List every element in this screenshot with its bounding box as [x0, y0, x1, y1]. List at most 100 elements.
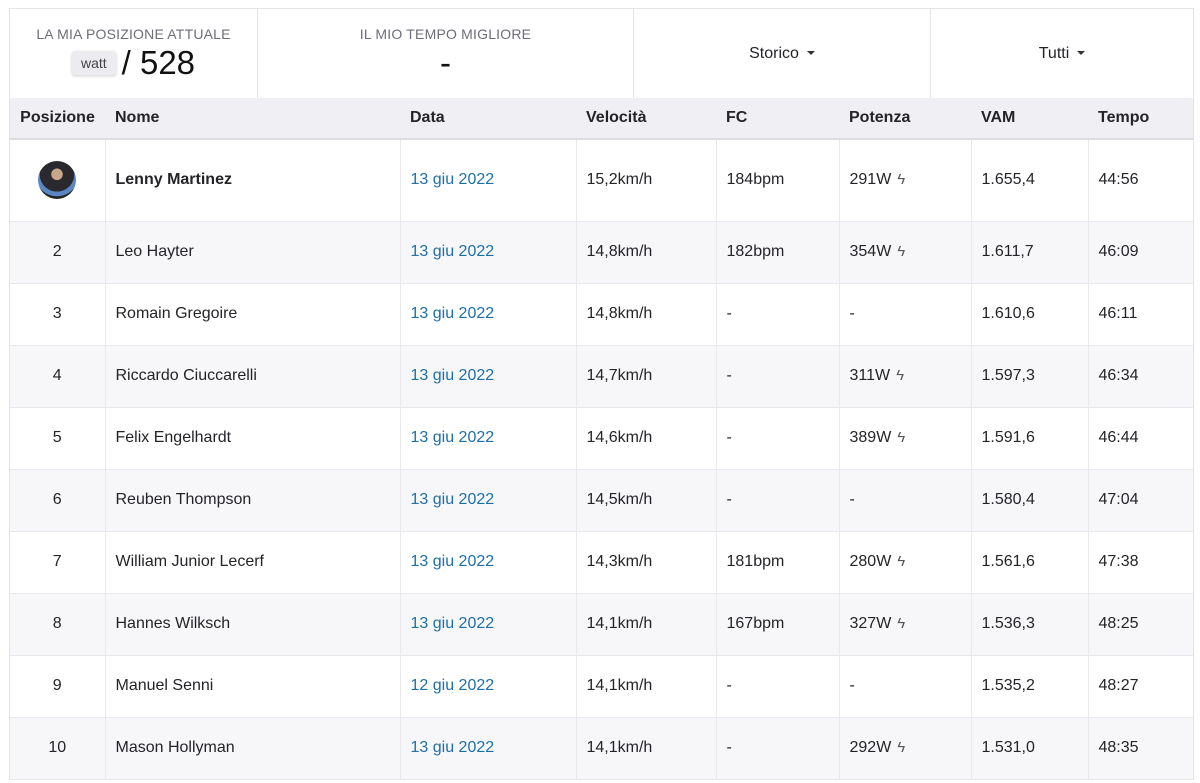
speed-text: 15,2km/h [586, 171, 653, 189]
group-dropdown[interactable]: Tutti [1039, 45, 1086, 63]
best-time: IL MIO TEMPO MIGLIORE - [258, 9, 634, 98]
table-row[interactable]: 8 Hannes Wilksch 13 giu 2022 14,1km/h 167bpm… [10, 593, 1193, 656]
column-header-power[interactable]: Potenza [839, 98, 971, 140]
table-row[interactable]: Lenny Martinez 13 giu 2022 15,2km/h 184bpm 2… [10, 139, 1193, 222]
pos-text: 8 [52, 615, 62, 632]
date-text[interactable]: 13 giu 2022 [410, 429, 495, 446]
cell-hr: 167bpm [715, 593, 839, 656]
date-text[interactable]: 13 giu 2022 [410, 739, 495, 756]
table-row[interactable]: 6 Reuben Thompson 13 giu 2022 14,5km/h - - 1.5… [10, 469, 1193, 532]
cell-name[interactable]: William Junior Lecerf [104, 531, 400, 594]
date-text[interactable]: 13 giu 2022 [410, 305, 495, 322]
power-text: 354W [849, 243, 892, 260]
pos-text: 3 [52, 305, 62, 322]
cell-date[interactable]: 13 giu 2022 [399, 139, 576, 222]
date-text[interactable]: 13 giu 2022 [410, 243, 495, 260]
cell-date[interactable]: 13 giu 2022 [399, 407, 576, 470]
cell-name[interactable]: Manuel Senni [104, 655, 400, 718]
vam-text: 1.597,3 [981, 367, 1035, 384]
cell-power: 291W ϟ [838, 139, 971, 222]
table-row[interactable]: 3 Romain Gregoire 13 giu 2022 14,8km/h - - 1.6… [10, 283, 1193, 346]
column-header-pos[interactable]: Posizione [10, 98, 105, 140]
date-text[interactable]: 12 giu 2022 [410, 677, 495, 694]
vam-text: 1.535,2 [981, 677, 1035, 694]
column-header-time[interactable]: Tempo [1088, 98, 1193, 140]
column-header-speed[interactable]: Velocità [576, 98, 716, 140]
name-text: Romain Gregoire [115, 305, 238, 322]
date-text[interactable]: 13 giu 2022 [410, 171, 495, 189]
hr-text: - [726, 429, 732, 446]
cell-name[interactable]: Lenny Martinez [104, 139, 400, 222]
hr-text: - [726, 677, 732, 694]
table-row[interactable]: 2 Leo Hayter 13 giu 2022 14,8km/h 182bpm 354W… [10, 221, 1193, 284]
cell-vam: 1.610,6 [970, 283, 1088, 346]
time-text: 48:35 [1098, 739, 1139, 756]
date-text[interactable]: 13 giu 2022 [410, 615, 495, 632]
speed-text: 14,8km/h [586, 243, 653, 260]
cell-name[interactable]: Mason Hollyman [104, 717, 400, 780]
vam-text: 1.536,3 [981, 615, 1035, 632]
time-text: 48:25 [1098, 615, 1139, 632]
cell-speed: 14,6km/h [575, 407, 716, 470]
speed-text: 14,8km/h [586, 305, 653, 322]
cell-power: - [838, 283, 971, 346]
cell-date[interactable]: 13 giu 2022 [399, 531, 576, 594]
cell-date[interactable]: 13 giu 2022 [399, 221, 576, 284]
column-header-vam[interactable]: VAM [971, 98, 1088, 140]
stats-bar: LA MIA POSIZIONE ATTUALE watt/ 528 IL MI… [10, 9, 1193, 98]
table-row[interactable]: 9 Manuel Senni 12 giu 2022 14,1km/h - - 1.535,… [10, 655, 1193, 718]
cell-power: - [838, 655, 971, 718]
cell-name[interactable]: Leo Hayter [104, 221, 400, 284]
cell-speed: 14,1km/h [575, 717, 716, 780]
vam-text: 1.561,6 [981, 553, 1035, 570]
period-filter-cell: Storico [634, 9, 931, 98]
speed-text: 14,6km/h [586, 429, 653, 446]
date-text[interactable]: 13 giu 2022 [410, 553, 495, 570]
table-row[interactable]: 10 Mason Hollyman 13 giu 2022 14,1km/h - 292W… [10, 717, 1193, 780]
speed-text: 14,1km/h [586, 615, 653, 632]
group-dropdown-label: Tutti [1038, 44, 1070, 62]
cell-speed: 14,1km/h [575, 655, 716, 718]
cell-date[interactable]: 13 giu 2022 [399, 345, 576, 408]
name-text: Reuben Thompson [115, 491, 252, 508]
speed-text: 14,1km/h [586, 739, 653, 756]
lightning-icon: ϟ [896, 367, 905, 384]
current-position: LA MIA POSIZIONE ATTUALE watt/ 528 [10, 9, 258, 98]
date-text[interactable]: 13 giu 2022 [410, 367, 495, 384]
cell-time: 48:35 [1087, 717, 1193, 780]
lightning-icon: ϟ [897, 171, 906, 189]
cell-date[interactable]: 12 giu 2022 [399, 655, 576, 718]
hr-text: 184bpm [726, 171, 785, 189]
cell-pos: 4 [10, 345, 105, 408]
cell-date[interactable]: 13 giu 2022 [399, 469, 576, 532]
time-text: 46:11 [1098, 305, 1138, 322]
cell-vam: 1.561,6 [970, 531, 1088, 594]
cell-speed: 14,1km/h [575, 593, 716, 656]
hr-text: - [726, 305, 732, 322]
cell-date[interactable]: 13 giu 2022 [399, 283, 576, 346]
pos-text: 6 [52, 491, 62, 508]
cell-name[interactable]: Riccardo Ciuccarelli [104, 345, 400, 408]
column-header-date[interactable]: Data [400, 98, 576, 140]
power-text: 292W [849, 739, 892, 756]
time-text: 46:44 [1098, 429, 1139, 446]
table-row[interactable]: 5 Felix Engelhardt 13 giu 2022 14,6km/h - 389… [10, 407, 1193, 470]
name-text: Manuel Senni [115, 677, 214, 694]
cell-vam: 1.655,4 [970, 139, 1088, 222]
cell-hr: 181bpm [715, 531, 839, 594]
cell-name[interactable]: Reuben Thompson [104, 469, 400, 532]
cell-name[interactable]: Felix Engelhardt [104, 407, 400, 470]
column-header-hr[interactable]: FC [716, 98, 839, 140]
cell-vam: 1.591,6 [970, 407, 1088, 470]
period-dropdown[interactable]: Storico [749, 45, 815, 63]
column-header-name[interactable]: Nome [105, 98, 400, 140]
table-row[interactable]: 7 William Junior Lecerf 13 giu 2022 14,3km/… [10, 531, 1193, 594]
cell-name[interactable]: Hannes Wilksch [104, 593, 400, 656]
table-row[interactable]: 4 Riccardo Ciuccarelli 13 giu 2022 14,7km/h… [10, 345, 1193, 408]
date-text[interactable]: 13 giu 2022 [410, 491, 495, 508]
cell-date[interactable]: 13 giu 2022 [399, 593, 576, 656]
cell-pos: 7 [10, 531, 105, 594]
avatar[interactable] [38, 161, 77, 200]
cell-name[interactable]: Romain Gregoire [104, 283, 400, 346]
cell-date[interactable]: 13 giu 2022 [399, 717, 576, 780]
